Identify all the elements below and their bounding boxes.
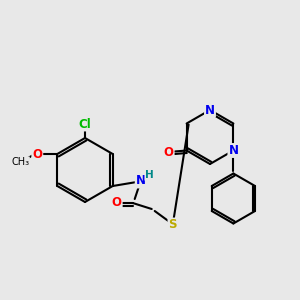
Text: O: O [112, 196, 122, 209]
Text: N: N [136, 175, 146, 188]
Text: O: O [164, 146, 174, 159]
Text: CH₃: CH₃ [11, 157, 29, 167]
Text: O: O [32, 148, 42, 160]
Text: H: H [145, 170, 154, 180]
Text: N: N [228, 144, 239, 157]
Text: N: N [205, 103, 215, 116]
Text: Cl: Cl [79, 118, 92, 130]
Text: S: S [169, 218, 177, 232]
